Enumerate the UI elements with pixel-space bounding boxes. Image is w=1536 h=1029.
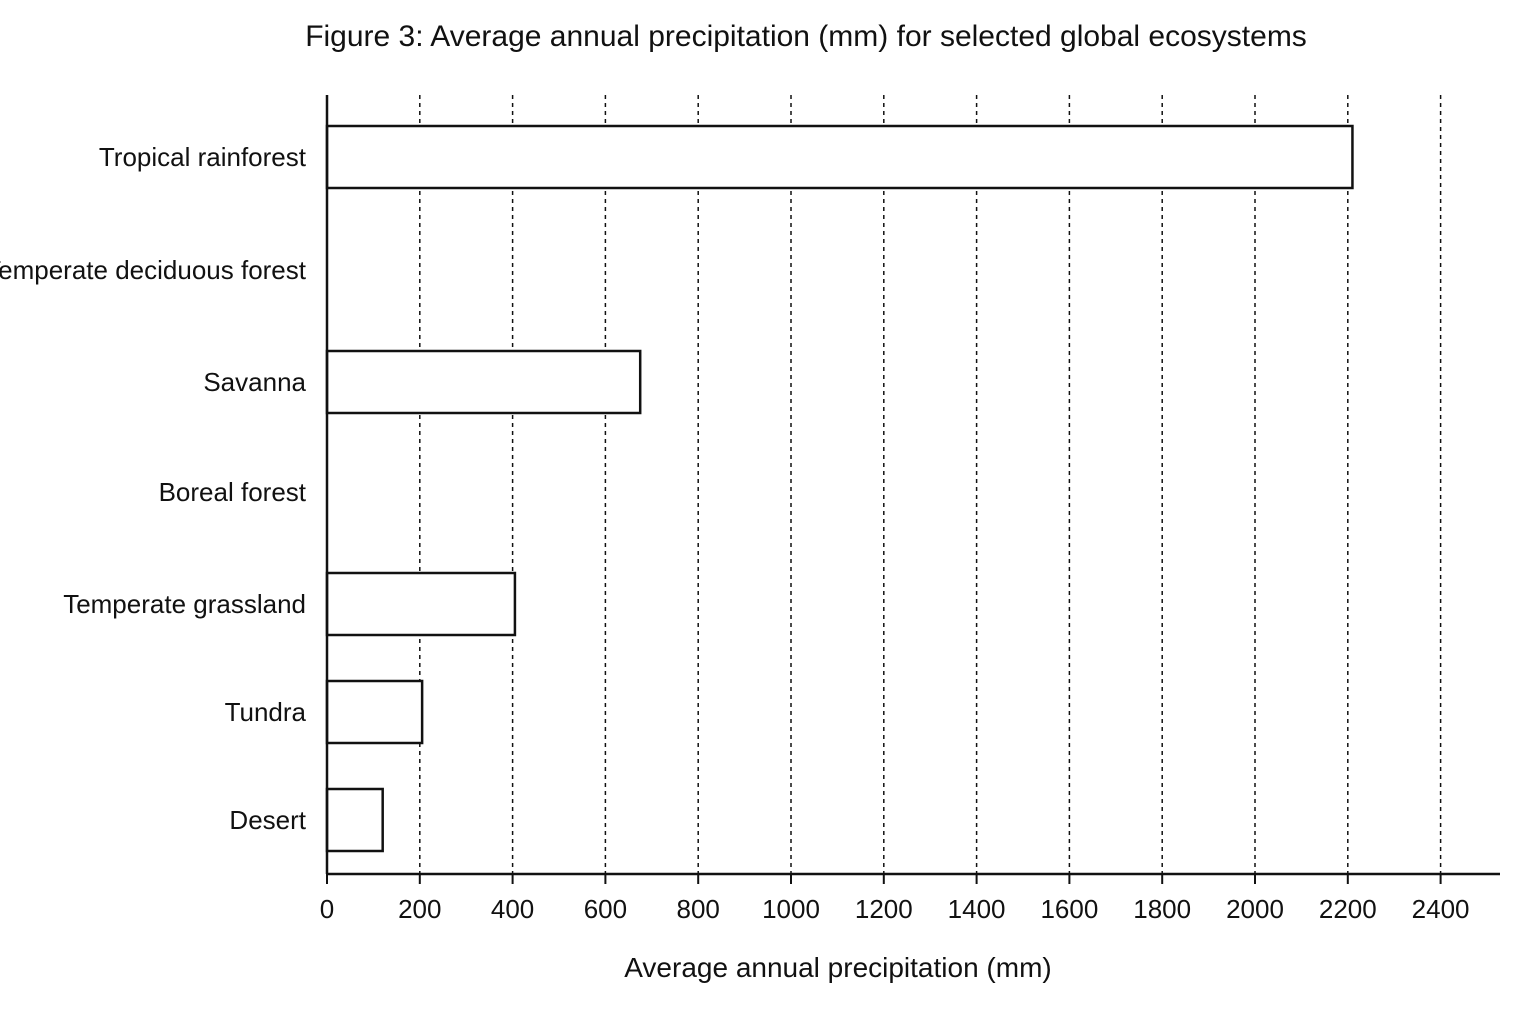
category-label-desert: Desert [229,805,306,835]
category-label-tropical-rainforest: Tropical rainforest [99,142,307,172]
x-tick-label-2200: 2200 [1319,894,1377,924]
x-tick-label-0: 0 [320,894,334,924]
bar-tundra [325,679,424,745]
grid-lines [419,95,1442,874]
category-labels: Tropical rainforest Temperate deciduous f… [0,142,307,835]
category-label-temperate-grassland: Temperate grassland [63,589,306,619]
bar-tropical-rainforest [325,124,1354,190]
bar-temperate-grassland [325,571,517,637]
x-tick-labels: 0 200 400 600 800 1000 1200 1400 1600 1800 2000 220… [320,894,1470,924]
x-tick-label-200: 200 [398,894,441,924]
x-tick-label-1600: 1600 [1040,894,1098,924]
x-tick-label-1800: 1800 [1133,894,1191,924]
x-tick-label-2000: 2000 [1226,894,1284,924]
x-axis-title: Average annual precipitation (mm) [624,952,1051,983]
bars [325,124,1354,853]
x-tick-label-600: 600 [584,894,627,924]
x-tick-label-1000: 1000 [762,894,820,924]
x-tick-label-1200: 1200 [855,894,913,924]
x-tick-label-1400: 1400 [948,894,1006,924]
category-label-savanna: Savanna [203,367,306,397]
x-tick-label-400: 400 [491,894,534,924]
bar-desert [325,787,384,853]
category-label-temperate-deciduous-forest: Temperate deciduous forest [0,255,307,285]
category-label-boreal-forest: Boreal forest [159,477,307,507]
axes [325,95,1500,884]
chart-title: Figure 3: Average annual precipitation (… [305,20,1307,53]
category-label-tundra: Tundra [225,697,307,727]
x-tick-label-800: 800 [677,894,720,924]
bar-savanna [325,349,642,415]
x-tick-label-2400: 2400 [1412,894,1470,924]
